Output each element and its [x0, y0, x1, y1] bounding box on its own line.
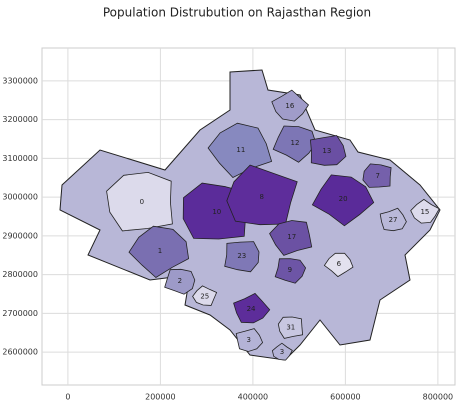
y-tick-label: 2700000 — [2, 309, 38, 318]
region — [226, 164, 298, 226]
region — [309, 135, 347, 166]
region — [233, 292, 271, 324]
region — [274, 258, 307, 284]
region — [271, 342, 293, 361]
chart-title: Population Distrubution on Rajasthan Reg… — [103, 6, 371, 20]
y-tick-label: 2900000 — [2, 231, 38, 240]
y-tick-label: 2600000 — [2, 348, 38, 357]
region-label: 6 — [337, 260, 342, 268]
region-label: 11 — [236, 146, 245, 154]
region — [379, 207, 407, 232]
region-label: 7 — [376, 172, 380, 180]
region — [164, 268, 196, 295]
region-label: 27 — [389, 216, 398, 224]
region-label: 12 — [291, 139, 300, 147]
region-label: 17 — [287, 233, 296, 241]
region-label: 3 — [246, 336, 250, 344]
region — [207, 122, 273, 178]
x-tick-label: 200000 — [145, 393, 176, 402]
region-label: 15 — [420, 208, 429, 216]
region — [277, 316, 304, 339]
region — [311, 174, 375, 227]
region-label: 8 — [259, 193, 263, 201]
region — [271, 89, 310, 122]
y-tick-label: 3100000 — [2, 154, 38, 163]
region — [106, 171, 173, 232]
x-tick-label: 400000 — [238, 393, 269, 402]
region-label: 1 — [158, 247, 162, 255]
region-label: 0 — [140, 198, 144, 206]
y-tick-label: 3000000 — [2, 193, 38, 202]
region — [192, 285, 218, 306]
x-tick-label: 0 — [65, 393, 70, 402]
region — [128, 225, 190, 278]
region — [269, 220, 313, 256]
region — [410, 198, 440, 224]
region — [224, 241, 260, 273]
region-label: 10 — [212, 208, 221, 216]
region-label: 31 — [286, 323, 295, 331]
region — [235, 328, 264, 352]
region-label: 2 — [178, 277, 182, 285]
y-tick-label: 2800000 — [2, 270, 38, 279]
x-tick-label: 800000 — [423, 393, 454, 402]
region-label: 25 — [200, 292, 209, 300]
region — [272, 125, 317, 163]
x-tick-label: 600000 — [330, 393, 361, 402]
region-label: 9 — [288, 266, 292, 274]
region-label: 23 — [237, 252, 246, 260]
region — [362, 163, 392, 188]
region-label: 20 — [339, 195, 348, 203]
region-label: 13 — [322, 147, 331, 155]
y-tick-label: 3200000 — [2, 115, 38, 124]
region-label: 16 — [285, 102, 294, 110]
y-tick-label: 3300000 — [2, 76, 38, 85]
region — [323, 252, 354, 278]
region-label: 24 — [247, 305, 256, 313]
region-label: 3 — [280, 348, 284, 356]
